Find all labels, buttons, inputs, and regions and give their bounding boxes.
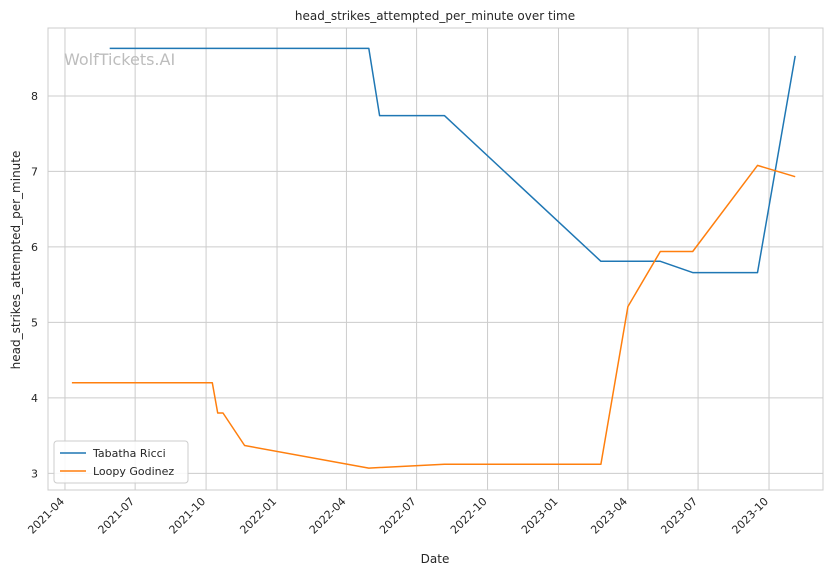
legend-label-tabatha-ricci: Tabatha Ricci — [92, 447, 166, 460]
y-axis-label: head_strikes_attempted_per_minute — [9, 151, 23, 370]
data-point-loopy-godinez-7 — [599, 462, 603, 466]
y-tick-label-7: 7 — [31, 165, 38, 178]
x-tick-label-2023-01: 2023-01 — [519, 495, 561, 537]
data-point-loopy-godinez-6 — [442, 462, 446, 466]
x-tick-label-2021-07: 2021-07 — [96, 495, 138, 537]
y-tick-label-8: 8 — [31, 90, 38, 103]
series-line-tabatha-ricci — [109, 47, 796, 274]
legend: Tabatha Ricci Loopy Godinez — [53, 440, 189, 484]
watermark-layer: WolfTickets.AI — [64, 50, 175, 69]
x-tick-label-2022-07: 2022-07 — [377, 495, 419, 537]
plot-area — [47, 27, 824, 491]
data-point-tabatha-ricci-5 — [658, 259, 662, 263]
y-tick-label-4: 4 — [31, 392, 38, 405]
data-point-loopy-godinez-1 — [210, 381, 214, 385]
data-point-loopy-godinez-5 — [367, 466, 371, 470]
data-point-tabatha-ricci-7 — [755, 270, 759, 274]
chart-title: head_strikes_attempted_per_minute over t… — [295, 9, 575, 23]
watermark: WolfTickets.AI — [64, 50, 175, 69]
data-point-loopy-godinez-3 — [221, 411, 225, 415]
data-point-loopy-godinez-2 — [215, 411, 219, 415]
data-point-loopy-godinez-4 — [242, 443, 246, 447]
data-point-loopy-godinez-9 — [658, 249, 662, 253]
data-point-tabatha-ricci-1 — [367, 46, 371, 50]
data-point-loopy-godinez-11 — [755, 163, 759, 167]
data-point-tabatha-ricci-3 — [442, 113, 446, 117]
x-axis-label: Date — [421, 552, 450, 566]
data-point-tabatha-ricci-8 — [793, 54, 797, 58]
legend-box — [53, 440, 189, 484]
data-point-tabatha-ricci-2 — [377, 113, 381, 117]
y-tick-label-5: 5 — [31, 316, 38, 329]
x-tick-label-2023-04: 2023-04 — [588, 495, 630, 537]
y-tick-label-6: 6 — [31, 241, 38, 254]
data-point-tabatha-ricci-6 — [690, 270, 694, 274]
x-tick-label-2021-04: 2021-04 — [25, 495, 67, 537]
data-point-loopy-godinez-10 — [690, 249, 694, 253]
x-tick-label-2022-01: 2022-01 — [237, 495, 279, 537]
data-point-tabatha-ricci-4 — [599, 259, 603, 263]
x-tick-label-2022-10: 2022-10 — [448, 495, 490, 537]
x-tick-label-2023-07: 2023-07 — [658, 495, 700, 537]
series-layer — [70, 46, 797, 470]
data-point-loopy-godinez-12 — [793, 175, 797, 179]
x-tick-label-2022-04: 2022-04 — [307, 495, 349, 537]
data-point-loopy-godinez-8 — [626, 304, 630, 308]
series-line-loopy-godinez — [71, 164, 796, 469]
legend-label-loopy-godinez: Loopy Godinez — [93, 465, 174, 478]
y-tick-label-3: 3 — [31, 467, 38, 480]
data-point-loopy-godinez-0 — [70, 381, 74, 385]
x-tick-label-2023-10: 2023-10 — [729, 495, 771, 537]
data-point-tabatha-ricci-0 — [107, 46, 111, 50]
x-tick-label-2021-10: 2021-10 — [167, 495, 209, 537]
